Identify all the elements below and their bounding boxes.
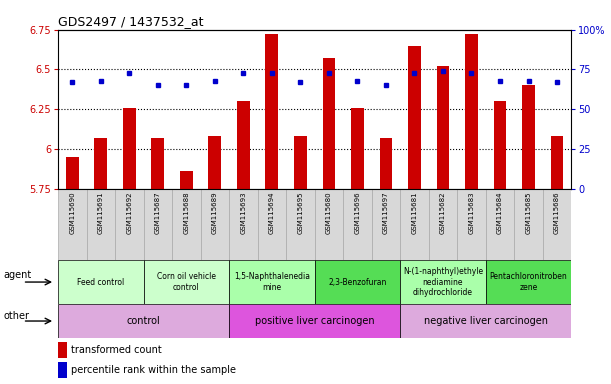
Bar xyxy=(144,260,229,304)
Text: GSM115680: GSM115680 xyxy=(326,191,332,234)
Text: Feed control: Feed control xyxy=(77,278,125,286)
Bar xyxy=(58,343,67,358)
Bar xyxy=(58,362,67,378)
Text: negative liver carcinogen: negative liver carcinogen xyxy=(424,316,547,326)
Bar xyxy=(343,189,371,260)
Bar xyxy=(266,34,279,189)
Bar xyxy=(543,189,571,260)
Bar xyxy=(400,260,486,304)
Text: GSM115697: GSM115697 xyxy=(383,191,389,234)
Bar xyxy=(315,189,343,260)
Text: positive liver carcinogen: positive liver carcinogen xyxy=(255,316,375,326)
Bar xyxy=(486,189,514,260)
Bar xyxy=(237,101,250,189)
Text: GDS2497 / 1437532_at: GDS2497 / 1437532_at xyxy=(58,15,203,28)
Bar xyxy=(437,66,450,189)
Text: Pentachloronitroben
zene: Pentachloronitroben zene xyxy=(489,272,568,292)
Bar xyxy=(229,304,400,338)
Bar xyxy=(180,171,193,189)
Bar xyxy=(87,189,115,260)
Bar xyxy=(400,304,571,338)
Text: GSM115695: GSM115695 xyxy=(298,191,304,233)
Bar xyxy=(123,108,136,189)
Text: Corn oil vehicle
control: Corn oil vehicle control xyxy=(157,272,216,292)
Bar xyxy=(371,189,400,260)
Text: GSM115686: GSM115686 xyxy=(554,191,560,234)
Bar xyxy=(144,189,172,260)
Text: GSM115694: GSM115694 xyxy=(269,191,275,233)
Bar xyxy=(408,45,421,189)
Text: GSM115689: GSM115689 xyxy=(212,191,218,234)
Bar xyxy=(315,260,400,304)
Text: transformed count: transformed count xyxy=(71,345,162,355)
Text: GSM115684: GSM115684 xyxy=(497,191,503,233)
Bar xyxy=(465,34,478,189)
Text: agent: agent xyxy=(3,270,31,280)
Bar xyxy=(429,189,457,260)
Text: GSM115696: GSM115696 xyxy=(354,191,360,234)
Text: GSM115688: GSM115688 xyxy=(183,191,189,234)
Bar xyxy=(200,189,229,260)
Bar xyxy=(486,260,571,304)
Bar xyxy=(522,85,535,189)
Bar xyxy=(323,58,335,189)
Text: GSM115693: GSM115693 xyxy=(240,191,246,234)
Bar xyxy=(66,157,79,189)
Text: GSM115687: GSM115687 xyxy=(155,191,161,234)
Bar xyxy=(208,136,221,189)
Bar xyxy=(286,189,315,260)
Bar xyxy=(400,189,429,260)
Text: control: control xyxy=(126,316,161,326)
Text: GSM115692: GSM115692 xyxy=(126,191,133,233)
Text: GSM115685: GSM115685 xyxy=(525,191,532,233)
Bar xyxy=(258,189,286,260)
Bar xyxy=(95,138,108,189)
Bar xyxy=(229,260,315,304)
Bar xyxy=(514,189,543,260)
Bar xyxy=(172,189,200,260)
Bar xyxy=(229,189,258,260)
Bar xyxy=(351,108,364,189)
Text: 1,5-Naphthalenedia
mine: 1,5-Naphthalenedia mine xyxy=(234,272,310,292)
Text: N-(1-naphthyl)ethyle
nediamine
dihydrochloride: N-(1-naphthyl)ethyle nediamine dihydroch… xyxy=(403,267,483,297)
Text: GSM115691: GSM115691 xyxy=(98,191,104,234)
Text: percentile rank within the sample: percentile rank within the sample xyxy=(71,365,236,375)
Bar xyxy=(152,138,164,189)
Bar xyxy=(294,136,307,189)
Text: GSM115682: GSM115682 xyxy=(440,191,446,233)
Bar xyxy=(551,136,563,189)
Bar xyxy=(58,260,144,304)
Text: GSM115690: GSM115690 xyxy=(69,191,75,234)
Bar xyxy=(58,189,87,260)
Text: GSM115683: GSM115683 xyxy=(469,191,475,234)
Text: other: other xyxy=(3,311,29,321)
Bar xyxy=(58,304,229,338)
Bar xyxy=(494,101,507,189)
Text: 2,3-Benzofuran: 2,3-Benzofuran xyxy=(328,278,387,286)
Bar xyxy=(457,189,486,260)
Bar xyxy=(379,138,392,189)
Text: GSM115681: GSM115681 xyxy=(411,191,417,234)
Bar xyxy=(115,189,144,260)
